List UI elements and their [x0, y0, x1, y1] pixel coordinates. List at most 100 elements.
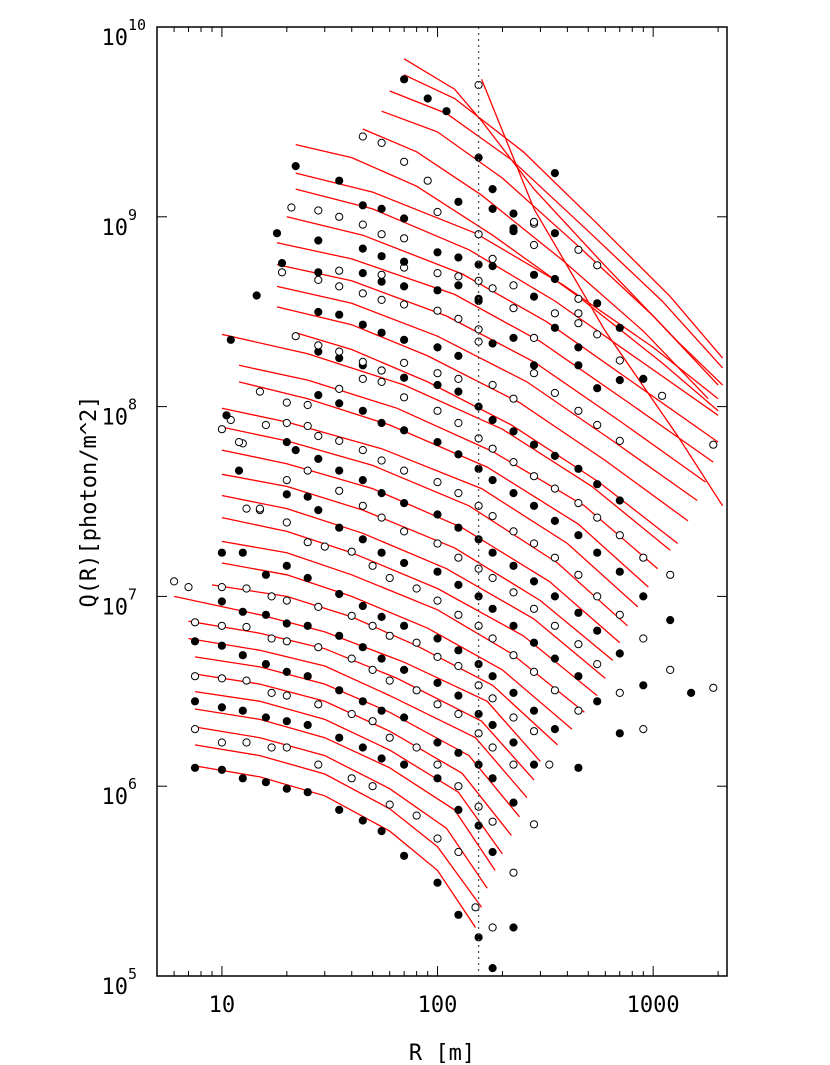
data-point-s12-p4 [335, 466, 344, 475]
data-point-s19-p8 [488, 284, 497, 293]
x-tick-label-10: 10 [209, 993, 236, 1018]
data-point-s1-p6 [347, 774, 356, 783]
data-point-s12-p2 [291, 446, 300, 455]
data-point-s13-p17 [574, 570, 583, 579]
data-point-s7-p2 [217, 583, 226, 592]
data-point-s12-p3 [314, 454, 323, 463]
data-point-s20-p5 [433, 286, 442, 295]
data-point-s22-p3 [377, 252, 386, 261]
data-point-s17-p6 [433, 369, 442, 378]
data-point-s8-p3 [282, 561, 291, 570]
data-point-s15-p18 [666, 570, 675, 579]
data-point-s2-p6 [335, 733, 344, 742]
data-point-s26-p7 [574, 343, 583, 352]
data-point-s8-p15 [550, 725, 560, 734]
y-tick-label-base-8: 10 [102, 406, 129, 431]
data-point-s12-p15 [574, 608, 583, 617]
data-point-s21-p4 [433, 269, 442, 278]
data-point-s3-p13 [488, 817, 497, 826]
data-point-s0-p1 [217, 765, 226, 774]
data-point-s3-p9 [412, 743, 421, 752]
data-point-s24-p0 [291, 162, 300, 171]
data-point-s0-p3 [261, 778, 270, 787]
data-point-s5-p2 [242, 622, 251, 632]
data-point-s26-p4 [488, 185, 497, 194]
data-point-s4-p4 [282, 667, 291, 677]
data-point-s14-p10 [509, 489, 518, 498]
data-point-s12-p0 [234, 466, 244, 475]
data-point-s8-p13 [509, 688, 518, 698]
data-point-s15-p8 [454, 418, 463, 428]
data-point-s15-p7 [433, 406, 442, 415]
data-point-s10-p0 [282, 490, 291, 499]
data-point-s16-p15 [615, 496, 624, 505]
data-point-s9-p12 [509, 651, 518, 660]
plot-frame [156, 26, 728, 977]
data-point-s13-p3 [282, 418, 291, 428]
data-point-s7-p16 [529, 727, 539, 736]
data-point-s9-p4 [347, 547, 356, 556]
data-point-s6-p0 [217, 597, 226, 606]
data-point-s0-p10 [433, 878, 442, 887]
data-point-s7-p3 [242, 584, 251, 593]
fit-line-25 [276, 263, 706, 483]
data-point-s22-p1 [314, 236, 323, 245]
fit-line-8 [188, 620, 535, 781]
fit-line-26 [276, 242, 714, 463]
data-point-s0-p9 [400, 851, 409, 860]
data-point-s3-p2 [242, 676, 251, 685]
data-point-s23-p9 [574, 319, 583, 328]
data-point-s3-p10 [433, 760, 442, 769]
data-point-s14-p12 [550, 516, 560, 526]
data-point-s2-p13 [488, 847, 497, 857]
data-point-s11-p10 [433, 539, 442, 548]
data-point-s8-p1 [238, 548, 247, 557]
data-point-s0-p8 [377, 827, 386, 836]
data-point-s7-p11 [433, 652, 442, 662]
fit-line-14 [221, 494, 606, 679]
fit-line-24 [276, 285, 698, 502]
data-point-s9-p2 [303, 538, 312, 547]
data-point-s11-p2 [242, 504, 251, 513]
data-point-s12-p5 [358, 476, 367, 485]
data-point-s17-p2 [335, 347, 344, 356]
data-point-s15-p16 [615, 531, 624, 540]
data-point-s15-p5 [377, 377, 386, 386]
data-point-s16-p10 [509, 427, 518, 436]
data-point-s13-p6 [335, 436, 344, 445]
data-point-s19-p11 [550, 309, 560, 318]
data-point-s14-p2 [335, 399, 344, 408]
data-point-s26-p0 [400, 75, 409, 84]
data-point-s25-p6 [574, 309, 583, 318]
data-point-s10-p11 [509, 621, 518, 630]
data-point-s2-p0 [190, 697, 200, 706]
data-point-s9-p6 [385, 573, 394, 583]
data-point-s25-p1 [377, 138, 386, 147]
data-point-s3-p5 [314, 700, 323, 709]
data-point-s15-p2 [303, 400, 312, 410]
data-point-s12-p16 [593, 626, 602, 635]
fit-line-19 [238, 381, 649, 588]
data-point-s12-p19 [687, 688, 696, 698]
data-point-s9-p8 [433, 596, 442, 605]
fit-line-29 [295, 172, 719, 400]
data-point-s2-p1 [217, 703, 226, 712]
data-point-s14-p14 [593, 548, 602, 557]
data-point-s22-p10 [550, 229, 560, 238]
data-point-s21-p5 [454, 272, 463, 281]
data-point-s15-p10 [488, 444, 497, 453]
data-point-s4-p11 [454, 748, 463, 757]
data-point-s3-p11 [454, 782, 463, 791]
data-point-s6-p14 [529, 760, 539, 769]
data-point-s23-p1 [314, 206, 323, 215]
data-point-s7-p4 [267, 592, 276, 601]
data-point-s25-p5 [529, 217, 539, 226]
data-point-s2-p2 [238, 706, 247, 715]
data-point-s4-p8 [377, 706, 386, 715]
data-point-s11-p9 [400, 527, 409, 536]
data-point-s8-p2 [261, 570, 270, 579]
data-point-s23-p2 [335, 212, 344, 221]
data-point-s12-p13 [529, 577, 539, 586]
